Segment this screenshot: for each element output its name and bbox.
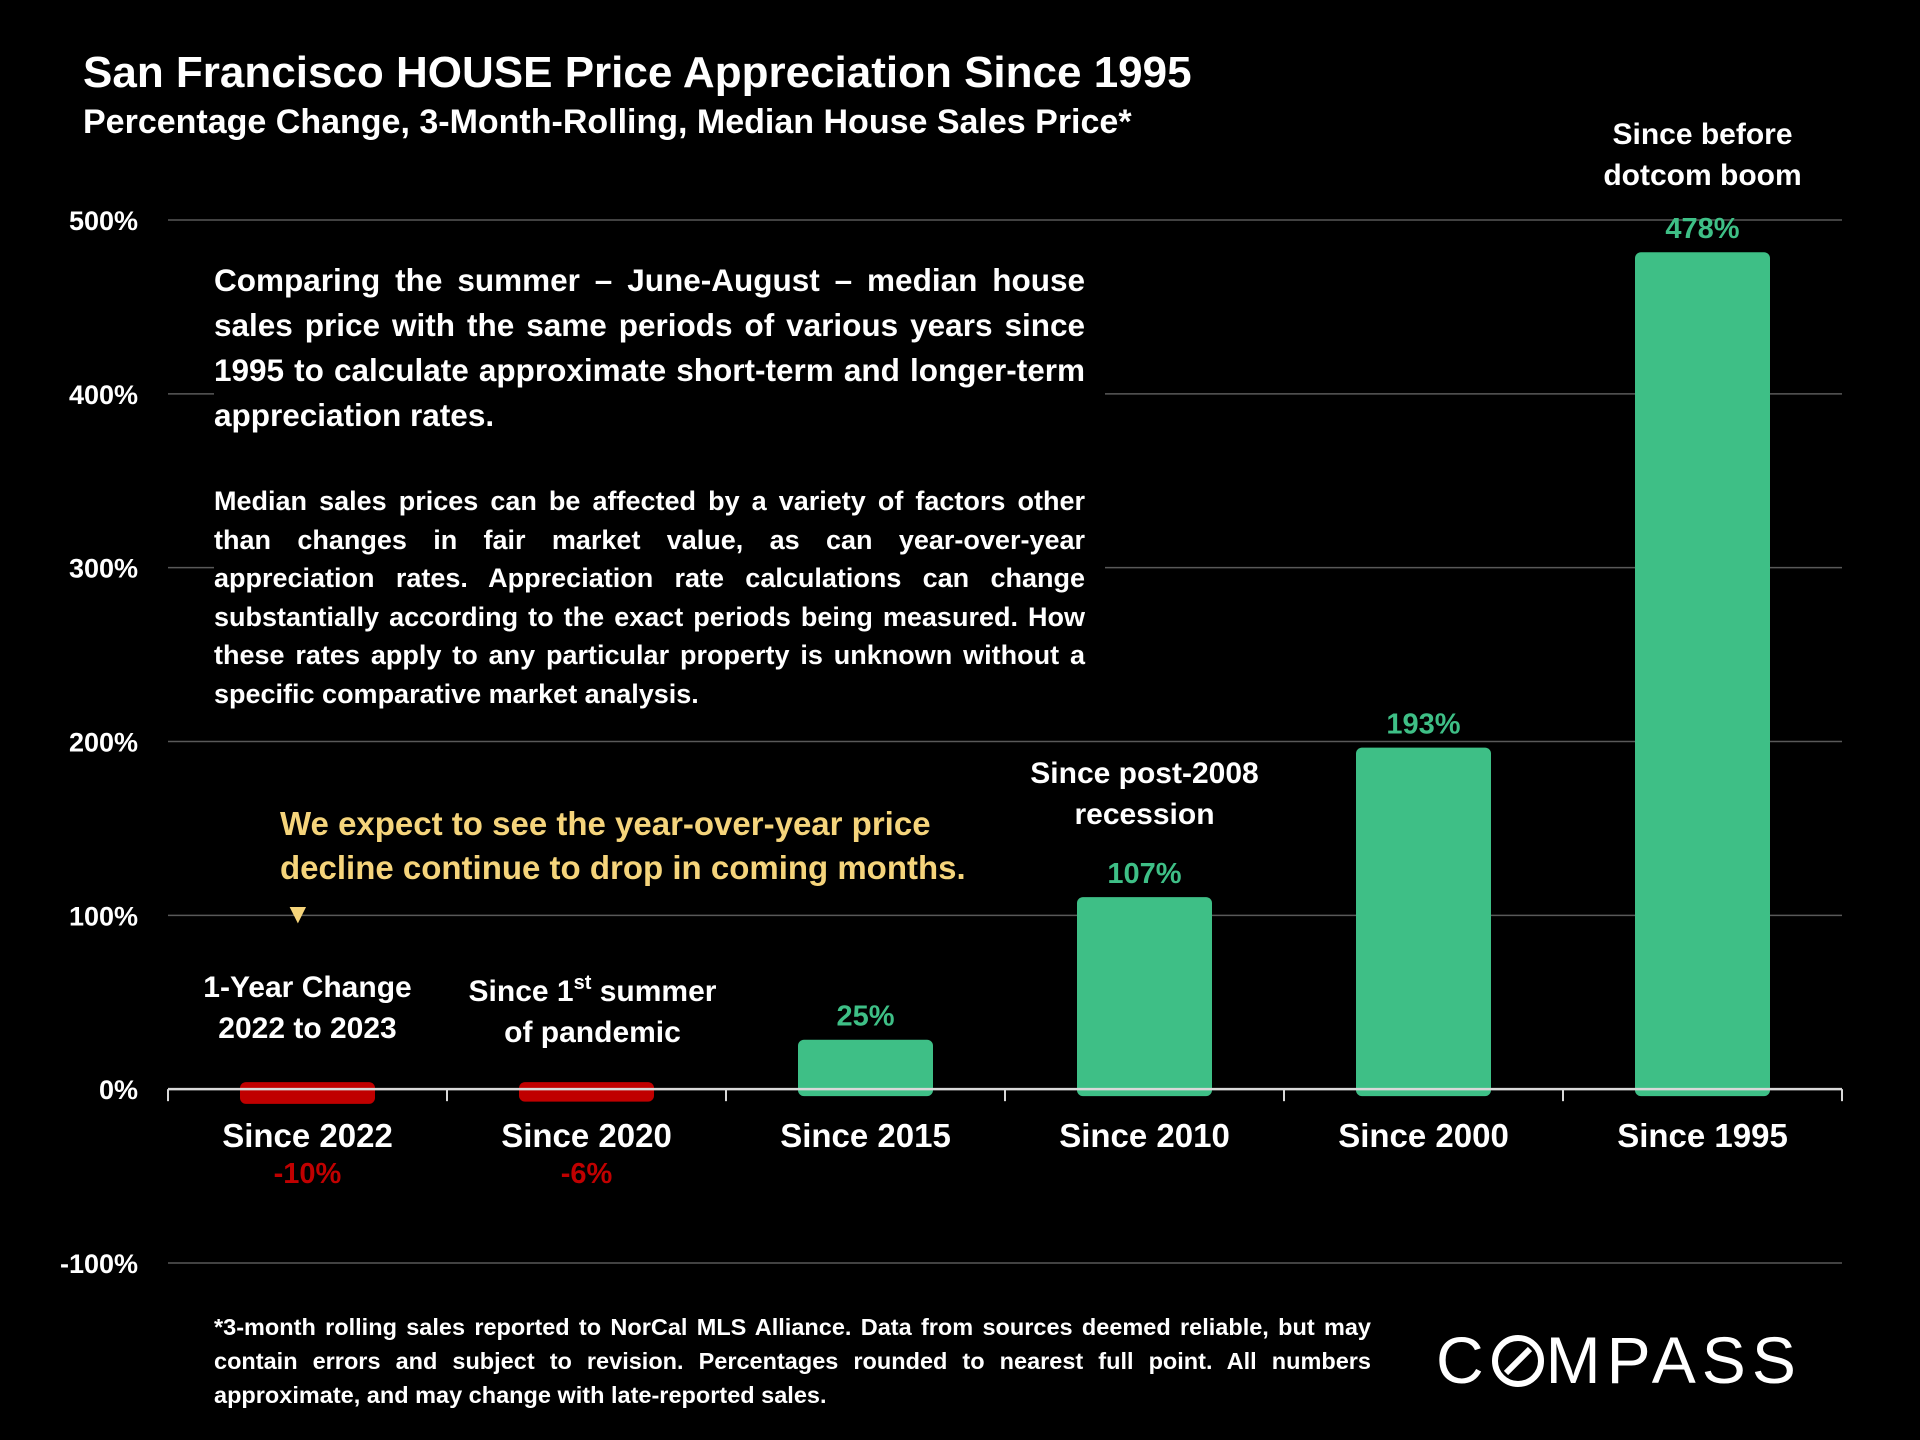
annotation-part: Since 1	[469, 975, 574, 1008]
annotation-line: Since before	[1612, 118, 1792, 151]
chart-title: San Francisco HOUSE Price Appreciation S…	[83, 48, 1192, 97]
x-category-label: Since 2015	[780, 1117, 951, 1154]
x-category-label: Since 2020	[501, 1117, 672, 1154]
expectation-note: We expect to see the year-over-year pric…	[280, 802, 1040, 936]
disclaimer-paragraph: Median sales prices can be affected by a…	[214, 482, 1105, 717]
annotation-line: Since post-2008	[1030, 757, 1258, 790]
bar	[1356, 747, 1491, 1097]
y-tick-label: 200%	[69, 728, 138, 758]
annotation-line: Since 1st summer	[469, 972, 717, 1008]
value-label: 25%	[836, 1001, 894, 1033]
footnote: *3-month rolling sales reported to NorCa…	[214, 1314, 1371, 1408]
bar	[1077, 897, 1212, 1097]
x-category-label: Since 1995	[1617, 1117, 1788, 1154]
logo-text-prefix: C	[1436, 1323, 1490, 1397]
y-tick-label: 500%	[69, 206, 138, 236]
value-labels: -10% -6% 25% 107% 193% 478%	[274, 213, 1740, 1190]
bar	[1635, 252, 1770, 1097]
annotation-line: 1-Year Change	[203, 971, 411, 1004]
x-category-label: Since 2022	[222, 1117, 393, 1154]
chart-subtitle: Percentage Change, 3-Month-Rolling, Medi…	[83, 103, 1132, 141]
annotation-line: of pandemic	[504, 1016, 681, 1049]
bar	[240, 1082, 375, 1104]
compass-o-icon	[1491, 1335, 1544, 1387]
x-axis: Since 2022 Since 2020 Since 2015 Since 2010…	[167, 1087, 1843, 1154]
expectation-text: We expect to see the year-over-year pric…	[280, 805, 966, 886]
methodology-paragraph: Comparing the summer – June-August – med…	[214, 258, 1105, 438]
value-label: -6%	[561, 1158, 613, 1190]
y-tick-label: -100%	[60, 1249, 138, 1279]
down-arrow-icon: ▼	[284, 898, 312, 929]
y-tick-label: 400%	[69, 380, 138, 410]
compass-logo: C MPASS	[1436, 1322, 1802, 1398]
bar-annotations: 1-Year Change 2022 to 2023 Since 1st summe…	[203, 118, 1801, 1049]
y-tick-label: 300%	[69, 554, 138, 584]
bar	[519, 1082, 654, 1102]
annotation-line: recession	[1074, 798, 1214, 831]
x-category-label: Since 2000	[1338, 1117, 1509, 1154]
y-tick-label: 0%	[99, 1075, 138, 1105]
logo-text-suffix: MPASS	[1545, 1323, 1802, 1397]
y-tick-label: 100%	[69, 901, 138, 931]
annotation-superscript: st	[574, 972, 592, 994]
value-label: 193%	[1386, 709, 1460, 741]
value-label: 478%	[1665, 213, 1739, 245]
x-category-label: Since 2010	[1059, 1117, 1230, 1154]
bar	[798, 1039, 933, 1097]
annotation-part: summer	[591, 975, 716, 1008]
annotation-line: 2022 to 2023	[218, 1012, 396, 1045]
y-axis-labels: -100% 0% 100% 200% 300% 400% 500%	[60, 206, 138, 1279]
annotation-line: dotcom boom	[1603, 159, 1801, 192]
value-label: -10%	[274, 1158, 342, 1190]
value-label: 107%	[1107, 858, 1181, 890]
bars	[240, 252, 1770, 1104]
